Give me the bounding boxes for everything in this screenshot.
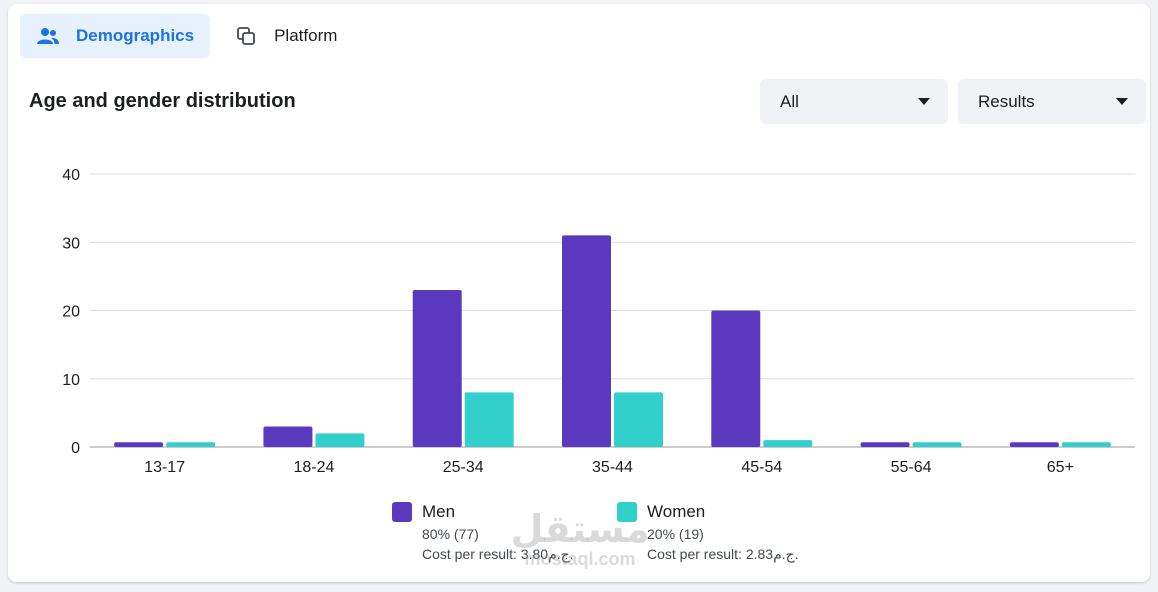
audience-select[interactable]: All (760, 79, 948, 124)
x-tick-label: 35-44 (592, 459, 633, 476)
x-tick-label: 55-64 (891, 459, 932, 476)
y-tick-label: 30 (62, 235, 80, 252)
legend-cost-men: Cost per result: 3.80ج.م. (422, 546, 574, 562)
x-tick-label: 45-54 (741, 459, 782, 476)
y-tick-label: 40 (62, 167, 80, 184)
y-tick-label: 0 (71, 440, 80, 457)
legend-swatch-men (392, 502, 412, 522)
legend-label-men: Men (422, 502, 456, 521)
bar-women-45-54 (763, 440, 813, 447)
y-tick-label: 20 (62, 304, 80, 321)
bar-women-13-17 (166, 442, 216, 447)
legend-share-men: 80% (77) (422, 526, 479, 542)
x-tick-label: 25-34 (443, 459, 484, 476)
watermark: مستقل mostaql.com (500, 510, 660, 568)
chevron-down-icon (1116, 98, 1128, 105)
bar-men-45-54 (711, 310, 761, 447)
x-tick-label: 18-24 (293, 459, 334, 476)
layers-icon (234, 24, 258, 48)
x-tick-label: 13-17 (144, 459, 185, 476)
tab-demographics-label: Demographics (76, 26, 195, 45)
legend-cost-women: Cost per result: 2.83ج.م. (647, 546, 799, 562)
bar-men-55-64 (860, 442, 910, 447)
people-icon (36, 24, 60, 48)
bar-women-65+ (1061, 442, 1111, 447)
bar-men-18-24 (263, 426, 313, 447)
chevron-down-icon (918, 98, 930, 105)
tab-demographics[interactable]: Demographics (20, 14, 211, 58)
bar-men-35-44 (562, 235, 611, 447)
metric-select-value: Results (978, 91, 1035, 111)
bar-men-25-34 (412, 290, 462, 447)
bar-women-55-64 (912, 442, 962, 447)
bar-men-13-17 (114, 442, 164, 447)
watermark-latin: mostaql.com (524, 549, 636, 569)
legend-swatch-women (617, 502, 637, 522)
watermark-arabic: مستقل (510, 509, 650, 551)
tab-bar: Demographics Platform (20, 14, 353, 58)
legend-label-women: Women (647, 502, 706, 521)
y-tick-label: 10 (62, 372, 80, 389)
metric-select[interactable]: Results (958, 79, 1146, 124)
tab-platform[interactable]: Platform (218, 14, 353, 58)
chart-title: Age and gender distribution (29, 90, 296, 112)
tab-platform-label: Platform (274, 26, 338, 45)
audience-select-value: All (780, 91, 799, 111)
bar-women-35-44 (614, 392, 663, 447)
legend-share-women: 20% (19) (647, 526, 704, 542)
bar-women-25-34 (464, 392, 514, 447)
x-tick-label: 65+ (1047, 459, 1074, 476)
bar-women-18-24 (315, 433, 365, 447)
bar-men-65+ (1009, 442, 1059, 447)
